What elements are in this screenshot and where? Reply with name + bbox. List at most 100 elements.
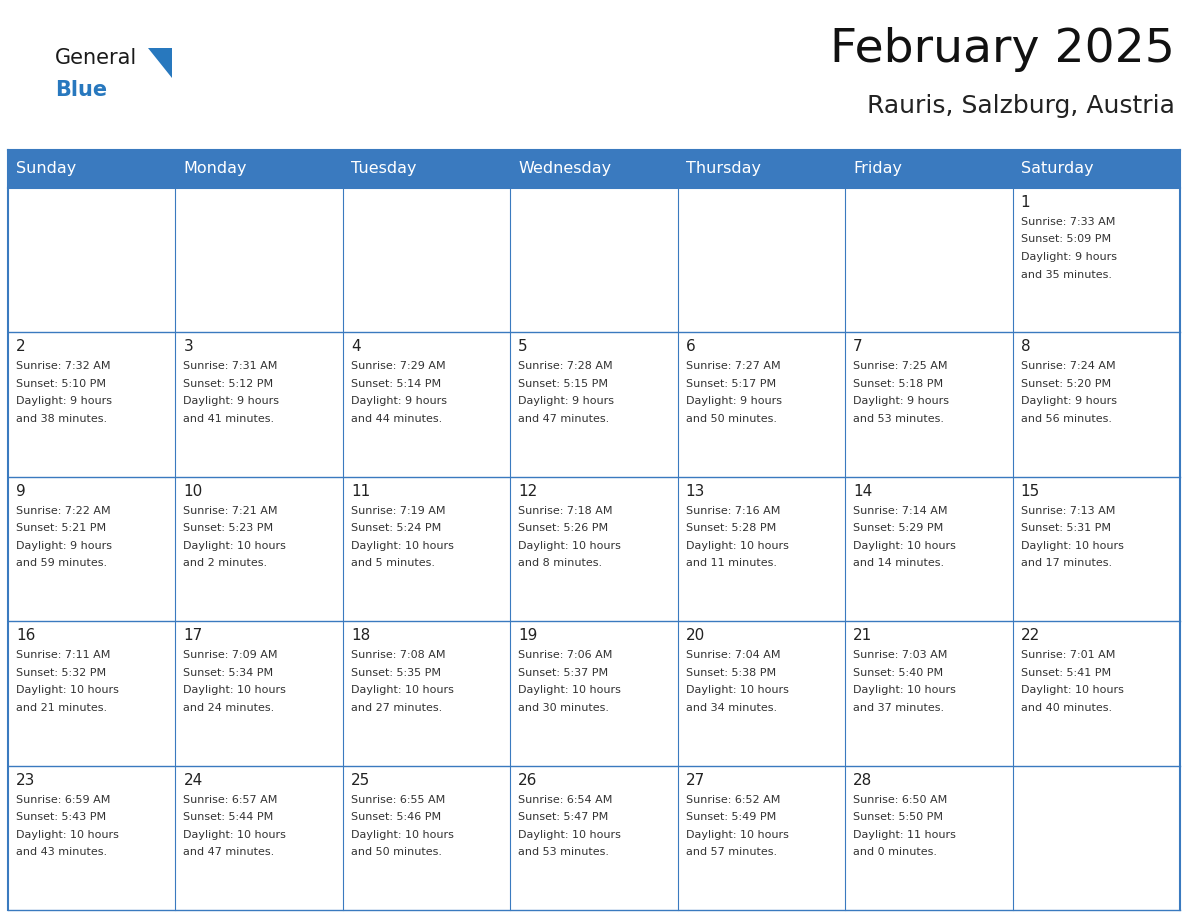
Text: Sunset: 5:24 PM: Sunset: 5:24 PM [350, 523, 441, 533]
Text: 25: 25 [350, 773, 371, 788]
Text: and 21 minutes.: and 21 minutes. [15, 702, 107, 712]
Text: and 38 minutes.: and 38 minutes. [15, 414, 107, 424]
Text: and 53 minutes.: and 53 minutes. [853, 414, 944, 424]
Text: Sunrise: 7:11 AM: Sunrise: 7:11 AM [15, 650, 110, 660]
Text: Sunset: 5:14 PM: Sunset: 5:14 PM [350, 379, 441, 389]
Text: Sunset: 5:40 PM: Sunset: 5:40 PM [853, 667, 943, 677]
Text: 3: 3 [183, 340, 194, 354]
Text: 11: 11 [350, 484, 371, 498]
Text: and 11 minutes.: and 11 minutes. [685, 558, 777, 568]
Text: 9: 9 [15, 484, 26, 498]
Text: and 44 minutes.: and 44 minutes. [350, 414, 442, 424]
Text: and 59 minutes.: and 59 minutes. [15, 558, 107, 568]
Text: 26: 26 [518, 773, 538, 788]
Text: and 2 minutes.: and 2 minutes. [183, 558, 267, 568]
Text: Daylight: 9 hours: Daylight: 9 hours [1020, 252, 1117, 262]
Text: Sunrise: 7:21 AM: Sunrise: 7:21 AM [183, 506, 278, 516]
Text: Sunset: 5:10 PM: Sunset: 5:10 PM [15, 379, 106, 389]
Text: Sunset: 5:44 PM: Sunset: 5:44 PM [183, 812, 273, 823]
Text: Sunset: 5:43 PM: Sunset: 5:43 PM [15, 812, 106, 823]
Text: Daylight: 9 hours: Daylight: 9 hours [183, 397, 279, 407]
Text: 17: 17 [183, 628, 203, 644]
Text: Sunrise: 6:57 AM: Sunrise: 6:57 AM [183, 795, 278, 804]
Text: Sunset: 5:49 PM: Sunset: 5:49 PM [685, 812, 776, 823]
Text: Tuesday: Tuesday [350, 162, 416, 176]
Text: and 53 minutes.: and 53 minutes. [518, 847, 609, 857]
Text: Sunset: 5:46 PM: Sunset: 5:46 PM [350, 812, 441, 823]
Text: Sunrise: 7:09 AM: Sunrise: 7:09 AM [183, 650, 278, 660]
Text: Sunrise: 7:22 AM: Sunrise: 7:22 AM [15, 506, 110, 516]
Text: and 37 minutes.: and 37 minutes. [853, 702, 944, 712]
Text: 4: 4 [350, 340, 360, 354]
Text: 12: 12 [518, 484, 537, 498]
Text: 2: 2 [15, 340, 26, 354]
Text: Daylight: 10 hours: Daylight: 10 hours [853, 541, 956, 551]
Text: Daylight: 10 hours: Daylight: 10 hours [1020, 685, 1124, 695]
Text: 7: 7 [853, 340, 862, 354]
Text: Sunset: 5:26 PM: Sunset: 5:26 PM [518, 523, 608, 533]
Text: Sunrise: 7:06 AM: Sunrise: 7:06 AM [518, 650, 613, 660]
Text: Daylight: 9 hours: Daylight: 9 hours [685, 397, 782, 407]
Text: Daylight: 10 hours: Daylight: 10 hours [350, 830, 454, 840]
Text: Blue: Blue [55, 80, 107, 100]
Text: Sunrise: 7:32 AM: Sunrise: 7:32 AM [15, 362, 110, 372]
Text: Sunrise: 7:16 AM: Sunrise: 7:16 AM [685, 506, 781, 516]
Text: and 40 minutes.: and 40 minutes. [1020, 702, 1112, 712]
Text: 22: 22 [1020, 628, 1040, 644]
Text: Sunrise: 6:55 AM: Sunrise: 6:55 AM [350, 795, 446, 804]
Text: Sunset: 5:12 PM: Sunset: 5:12 PM [183, 379, 273, 389]
Text: Daylight: 10 hours: Daylight: 10 hours [183, 830, 286, 840]
Text: Sunrise: 7:04 AM: Sunrise: 7:04 AM [685, 650, 781, 660]
Text: Sunrise: 7:03 AM: Sunrise: 7:03 AM [853, 650, 948, 660]
Text: 6: 6 [685, 340, 695, 354]
Text: Sunset: 5:47 PM: Sunset: 5:47 PM [518, 812, 608, 823]
Text: Wednesday: Wednesday [518, 162, 612, 176]
Text: Daylight: 10 hours: Daylight: 10 hours [685, 685, 789, 695]
Text: Monday: Monday [183, 162, 247, 176]
Text: and 50 minutes.: and 50 minutes. [685, 414, 777, 424]
Text: Daylight: 10 hours: Daylight: 10 hours [350, 541, 454, 551]
Text: Sunset: 5:21 PM: Sunset: 5:21 PM [15, 523, 106, 533]
Text: and 35 minutes.: and 35 minutes. [1020, 270, 1112, 279]
Text: Daylight: 10 hours: Daylight: 10 hours [350, 685, 454, 695]
Text: Daylight: 10 hours: Daylight: 10 hours [518, 685, 621, 695]
Text: Sunset: 5:15 PM: Sunset: 5:15 PM [518, 379, 608, 389]
Text: 28: 28 [853, 773, 872, 788]
Text: Sunset: 5:18 PM: Sunset: 5:18 PM [853, 379, 943, 389]
Text: and 50 minutes.: and 50 minutes. [350, 847, 442, 857]
Text: Sunset: 5:29 PM: Sunset: 5:29 PM [853, 523, 943, 533]
Text: Sunset: 5:09 PM: Sunset: 5:09 PM [1020, 234, 1111, 244]
Text: 13: 13 [685, 484, 706, 498]
Text: and 24 minutes.: and 24 minutes. [183, 702, 274, 712]
Text: Sunrise: 7:14 AM: Sunrise: 7:14 AM [853, 506, 948, 516]
Text: Daylight: 9 hours: Daylight: 9 hours [15, 541, 112, 551]
Text: 27: 27 [685, 773, 704, 788]
Bar [8, 150, 1180, 188]
Text: Sunrise: 7:19 AM: Sunrise: 7:19 AM [350, 506, 446, 516]
Text: Sunrise: 7:18 AM: Sunrise: 7:18 AM [518, 506, 613, 516]
Text: Daylight: 10 hours: Daylight: 10 hours [685, 541, 789, 551]
Text: Sunrise: 6:54 AM: Sunrise: 6:54 AM [518, 795, 613, 804]
Text: 8: 8 [1020, 340, 1030, 354]
Text: 10: 10 [183, 484, 203, 498]
Text: and 47 minutes.: and 47 minutes. [183, 847, 274, 857]
Polygon shape [148, 48, 172, 78]
Text: Friday: Friday [853, 162, 902, 176]
Text: Sunset: 5:17 PM: Sunset: 5:17 PM [685, 379, 776, 389]
Text: and 34 minutes.: and 34 minutes. [685, 702, 777, 712]
Text: Daylight: 10 hours: Daylight: 10 hours [518, 541, 621, 551]
Text: Sunrise: 7:29 AM: Sunrise: 7:29 AM [350, 362, 446, 372]
Text: Daylight: 10 hours: Daylight: 10 hours [685, 830, 789, 840]
Text: and 47 minutes.: and 47 minutes. [518, 414, 609, 424]
Text: Sunset: 5:31 PM: Sunset: 5:31 PM [1020, 523, 1111, 533]
Text: Sunrise: 6:52 AM: Sunrise: 6:52 AM [685, 795, 781, 804]
Text: Daylight: 9 hours: Daylight: 9 hours [15, 397, 112, 407]
Text: Sunday: Sunday [15, 162, 76, 176]
Text: and 43 minutes.: and 43 minutes. [15, 847, 107, 857]
Text: Daylight: 10 hours: Daylight: 10 hours [183, 541, 286, 551]
Text: 20: 20 [685, 628, 704, 644]
Text: February 2025: February 2025 [830, 27, 1175, 72]
Text: and 57 minutes.: and 57 minutes. [685, 847, 777, 857]
Text: 1: 1 [1020, 195, 1030, 210]
Text: Sunset: 5:23 PM: Sunset: 5:23 PM [183, 523, 273, 533]
